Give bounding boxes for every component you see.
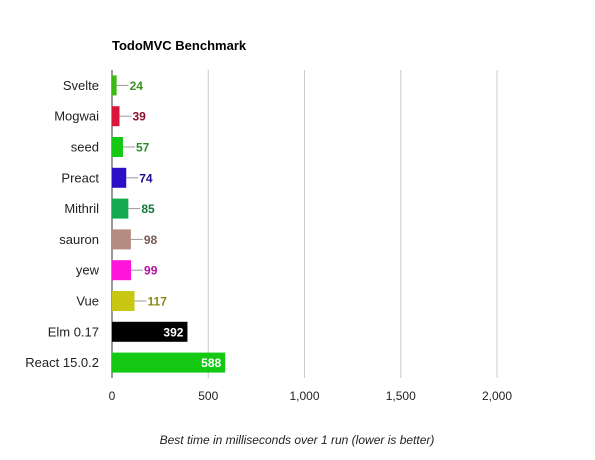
bar [112, 352, 226, 373]
bar [112, 167, 127, 188]
x-tick-label: 500 [198, 389, 218, 403]
x-tick-label: 1,000 [289, 389, 319, 403]
x-tick-label: 1,500 [386, 389, 416, 403]
data-label: 74 [139, 171, 153, 185]
x-axis-label: Best time in milliseconds over 1 run (lo… [160, 433, 435, 447]
x-tick-label: 0 [109, 389, 116, 403]
bar [112, 137, 123, 157]
bar [112, 106, 120, 127]
data-label: 39 [133, 110, 147, 124]
data-label: 24 [130, 79, 144, 93]
category-labels: Svelte Mogwai seed Preact Mithril sauron yew Vu… [25, 78, 99, 370]
bars: 24 39 57 74 85 98 99 117 392 588 [112, 75, 226, 373]
category-label: seed [71, 140, 99, 155]
category-label: sauron [59, 232, 99, 247]
category-label: Svelte [63, 78, 99, 93]
bar [112, 260, 132, 281]
bar [112, 291, 135, 311]
bar [112, 321, 188, 342]
category-label: Mithril [64, 201, 99, 216]
data-label: 99 [144, 264, 158, 278]
data-label: 85 [141, 202, 155, 216]
bar [112, 198, 129, 219]
bar [112, 75, 117, 96]
category-label: Mogwai [54, 109, 99, 124]
category-label: Vue [76, 294, 99, 309]
data-label: 57 [136, 141, 150, 155]
data-label: 117 [148, 295, 168, 309]
data-label: 588 [201, 356, 221, 370]
chart-title: TodoMVC Benchmark [112, 38, 247, 53]
data-label: 392 [163, 325, 183, 339]
category-label: React 15.0.2 [25, 355, 99, 370]
category-label: Preact [61, 170, 99, 185]
x-tick-labels: 0 500 1,000 1,500 2,000 [109, 389, 513, 403]
data-label: 98 [144, 233, 158, 247]
x-tick-label: 2,000 [482, 389, 512, 403]
category-label: yew [76, 263, 100, 278]
bar [112, 229, 131, 250]
category-label: Elm 0.17 [48, 324, 99, 339]
